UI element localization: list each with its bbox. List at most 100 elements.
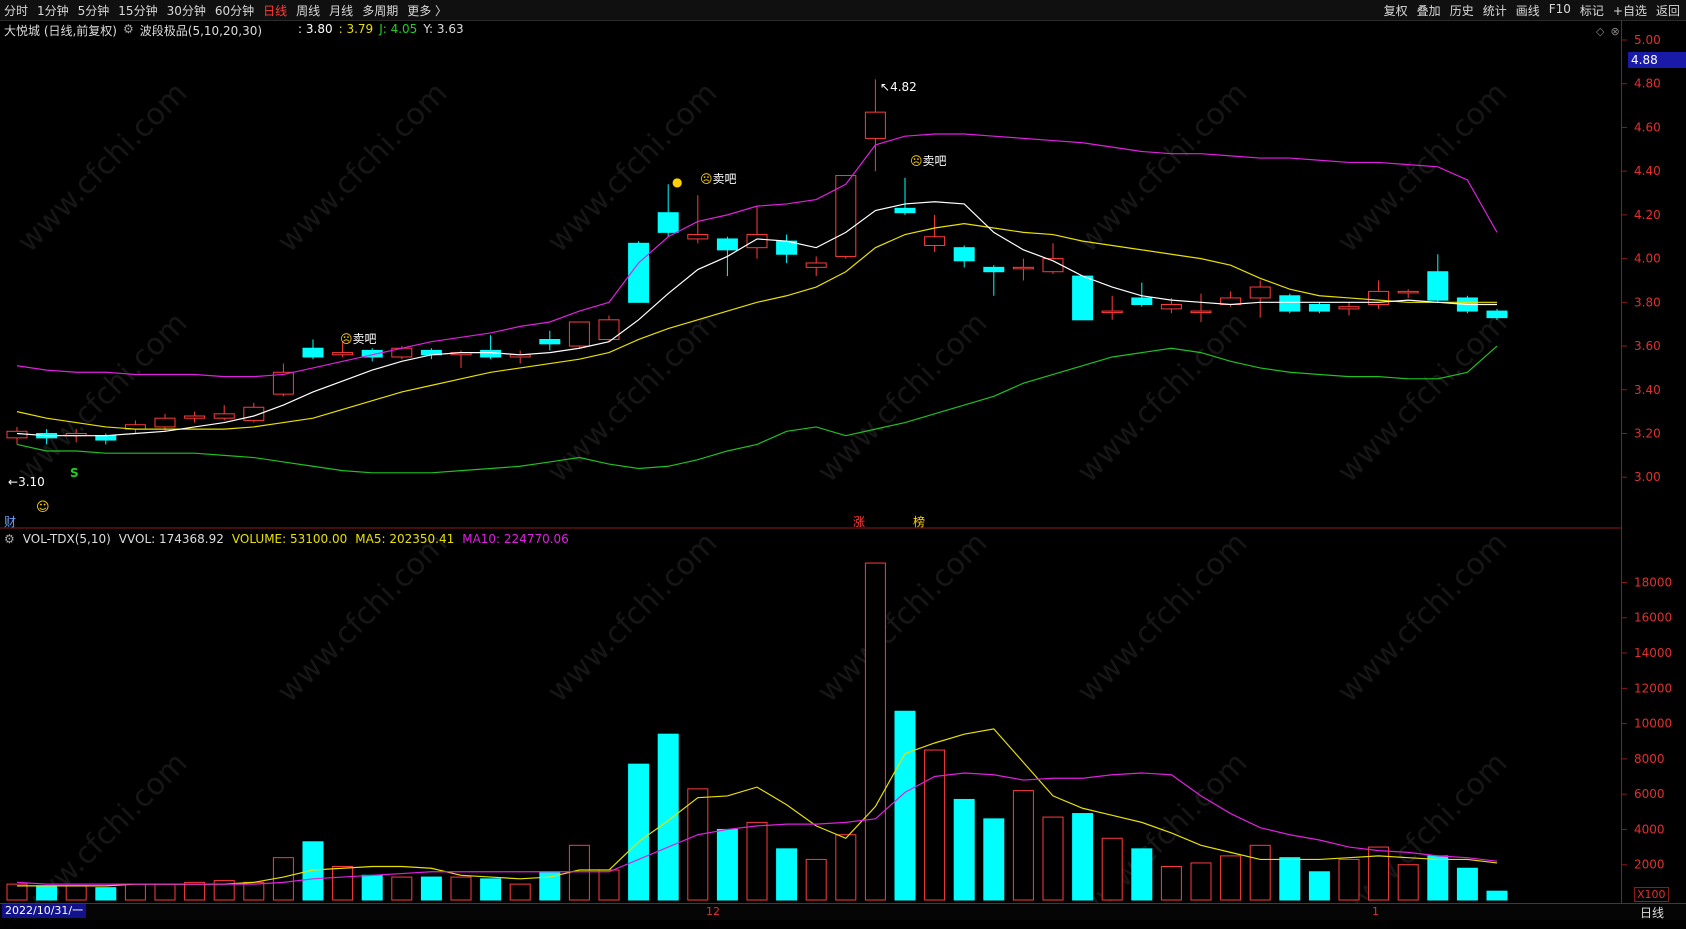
candle-up bbox=[1368, 290, 1390, 306]
price-axis-label: 3.20 bbox=[1634, 426, 1661, 440]
volume-bar-up bbox=[184, 881, 206, 901]
candle-up bbox=[272, 371, 294, 395]
volume-bar-down bbox=[361, 874, 383, 901]
candle-up bbox=[924, 236, 946, 246]
period-tab[interactable]: 15分钟 bbox=[118, 4, 158, 18]
volume-bar-up bbox=[568, 844, 590, 901]
ranking-mark[interactable]: 榜 bbox=[913, 515, 926, 529]
period-tab[interactable]: 5分钟 bbox=[77, 4, 110, 18]
indicator-info-line: 大悦城 (日线,前复权) ⚙ 波段极品(5,10,20,30) : 3.80 :… bbox=[4, 22, 464, 39]
volume-value: VOLUME: 53100.00 bbox=[231, 532, 348, 546]
tool-button[interactable]: +自选 bbox=[1612, 4, 1647, 18]
sell-signal-label: 卖吧 bbox=[712, 172, 737, 186]
date-axis bbox=[0, 903, 1686, 920]
volume-bar-up bbox=[391, 876, 413, 901]
candle-up bbox=[332, 352, 354, 356]
diamond-icon[interactable]: ◇ bbox=[1596, 25, 1605, 38]
period-tab[interactable]: 30分钟 bbox=[166, 4, 206, 18]
period-tab[interactable]: 分时 bbox=[4, 4, 29, 18]
limit-up-mark[interactable]: 涨 bbox=[853, 515, 866, 529]
tool-button[interactable]: F10 bbox=[1548, 2, 1571, 16]
volume-bar-up bbox=[65, 885, 87, 901]
volume-axis-label: 2000 bbox=[1634, 858, 1665, 872]
vol-ma10-value: MA10: 224770.06 bbox=[462, 532, 569, 546]
volume-bar-down bbox=[36, 885, 58, 901]
value-j: J: 4.05 bbox=[379, 22, 418, 36]
tool-button[interactable]: 标记 bbox=[1579, 4, 1604, 18]
volume-axis-label: 18000 bbox=[1634, 575, 1672, 589]
period-tab[interactable]: 多周期 bbox=[362, 4, 399, 18]
ma5-line bbox=[16, 201, 1497, 437]
volume-bar-up bbox=[687, 788, 709, 901]
price-axis-label: 3.00 bbox=[1634, 470, 1661, 484]
price-axis-label: 4.20 bbox=[1634, 208, 1661, 222]
volume-indicator-name[interactable]: VOL-TDX(5,10) bbox=[22, 532, 111, 546]
volume-bar-up bbox=[509, 883, 531, 901]
tool-button[interactable]: 复权 bbox=[1383, 4, 1408, 18]
vvol-value: VVOL: 174368.92 bbox=[118, 532, 224, 546]
value-y: Y: 3.63 bbox=[423, 22, 464, 36]
price-axis-label: 3.40 bbox=[1634, 383, 1661, 397]
tool-button[interactable]: 画线 bbox=[1515, 4, 1540, 18]
settings-icon[interactable]: ⚙ bbox=[123, 22, 134, 36]
period-tab[interactable]: 周线 bbox=[296, 4, 321, 18]
settings-icon[interactable]: ⚙ bbox=[4, 532, 15, 546]
volume-bar-down bbox=[953, 798, 975, 901]
volume-bar-up bbox=[1160, 865, 1182, 901]
volume-axis-label: 8000 bbox=[1634, 752, 1665, 766]
volume-bar-up bbox=[1042, 816, 1064, 901]
close-icon[interactable]: ⊗ bbox=[1610, 25, 1620, 38]
candle-up bbox=[1042, 258, 1064, 273]
tool-button[interactable]: 历史 bbox=[1449, 4, 1474, 18]
candle-down bbox=[1072, 275, 1094, 321]
candle-up bbox=[687, 234, 709, 240]
period-tab[interactable]: 月线 bbox=[329, 4, 354, 18]
candle-down bbox=[983, 266, 1005, 273]
tool-buttons: 复权 叠加 历史 统计 画线 F10 标记 +自选 返回 bbox=[1384, 2, 1680, 19]
volume-bar-down bbox=[776, 848, 798, 901]
volume-bar-down bbox=[420, 876, 442, 901]
candle-up bbox=[1190, 310, 1212, 314]
low-price-label: 3.10 bbox=[18, 475, 45, 489]
volume-axis-label: 14000 bbox=[1634, 646, 1672, 660]
volume-bar-up bbox=[598, 869, 620, 901]
tool-button[interactable]: 统计 bbox=[1482, 4, 1507, 18]
price-axis-label: 4.60 bbox=[1634, 120, 1661, 134]
volume-bar-down bbox=[1456, 867, 1478, 901]
volume-ma10-line bbox=[16, 772, 1498, 885]
period-tab[interactable]: 更多 〉 bbox=[407, 4, 448, 18]
high-price-label: 4.82 bbox=[890, 80, 917, 94]
candle-down bbox=[657, 212, 679, 233]
value-v1: : 3.80 bbox=[298, 22, 333, 36]
volume-bar-up bbox=[1220, 855, 1242, 901]
low-price-marker: ←3.10 bbox=[8, 475, 45, 489]
volume-bar-up bbox=[864, 562, 886, 901]
volume-bar-up bbox=[746, 821, 768, 901]
volume-bar-up bbox=[805, 858, 827, 901]
candle-down bbox=[361, 349, 383, 358]
candle-up bbox=[154, 417, 176, 428]
period-tab[interactable]: 60分钟 bbox=[214, 4, 255, 18]
finance-icon[interactable]: 财 bbox=[4, 515, 17, 529]
candle-down bbox=[95, 435, 117, 441]
sell-signal: ☹卖吧 bbox=[340, 330, 377, 347]
period-tab[interactable]: 1分钟 bbox=[37, 4, 69, 18]
indicator-name[interactable]: 波段极品(5,10,20,30) bbox=[139, 24, 263, 38]
candle-down bbox=[1131, 297, 1153, 306]
volume-bar-up bbox=[924, 749, 946, 901]
volume-bar-up bbox=[1368, 846, 1390, 901]
sad-face-icon: ☹ bbox=[910, 154, 923, 168]
tool-button[interactable]: 返回 bbox=[1655, 4, 1680, 18]
tool-button[interactable]: 叠加 bbox=[1416, 4, 1441, 18]
candle-up bbox=[1101, 310, 1123, 314]
candle-up bbox=[1249, 286, 1271, 299]
period-tab[interactable]: 日线 bbox=[263, 4, 288, 18]
high-price-marker: ↖4.82 bbox=[880, 80, 917, 94]
volume-unit: X100 bbox=[1634, 887, 1669, 902]
candle-down bbox=[894, 207, 916, 214]
sell-signal: ☹卖吧 bbox=[700, 170, 737, 187]
volume-bar-down bbox=[894, 710, 916, 901]
volume-axis-label: 12000 bbox=[1634, 681, 1672, 695]
candle-down bbox=[716, 238, 738, 251]
